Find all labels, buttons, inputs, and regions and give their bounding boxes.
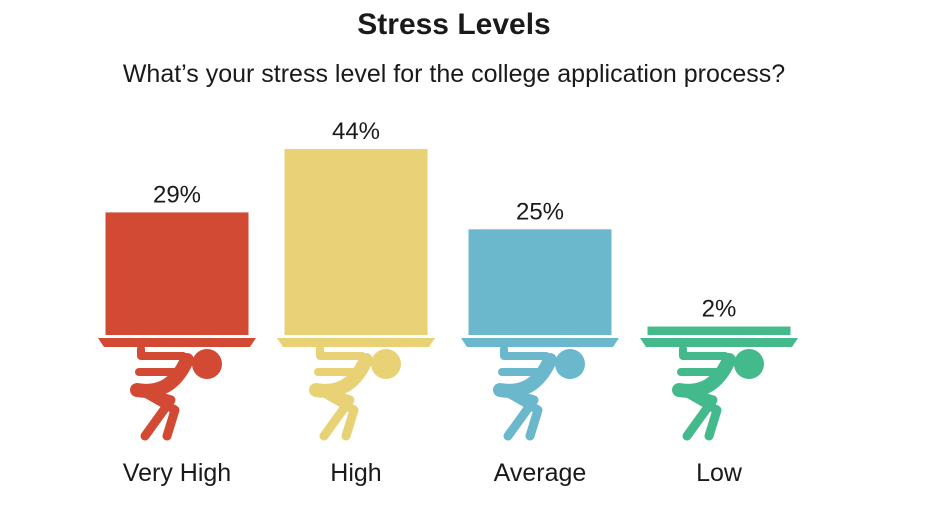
chart-title: Stress Levels bbox=[357, 8, 551, 41]
category-label-average: Average bbox=[494, 459, 587, 487]
category-label-low: Low bbox=[696, 459, 743, 487]
weightlifter-figure-icon bbox=[640, 338, 798, 441]
bar-very-high bbox=[105, 212, 249, 335]
value-label-low: 2% bbox=[702, 296, 737, 323]
category-label-very-high: Very High bbox=[123, 459, 231, 487]
bar-average bbox=[468, 229, 612, 335]
value-label-average: 25% bbox=[516, 198, 564, 225]
category-label-high: High bbox=[330, 459, 381, 487]
value-label-very-high: 29% bbox=[153, 181, 201, 208]
chart-subtitle: What’s your stress level for the college… bbox=[122, 60, 786, 88]
value-label-high: 44% bbox=[332, 118, 380, 145]
bar-low bbox=[647, 326, 791, 335]
weightlifter-figure-icon bbox=[277, 338, 435, 441]
bar-high bbox=[284, 149, 428, 335]
weightlifter-figure-icon bbox=[98, 338, 256, 441]
weightlifter-figure-icon bbox=[461, 338, 619, 441]
